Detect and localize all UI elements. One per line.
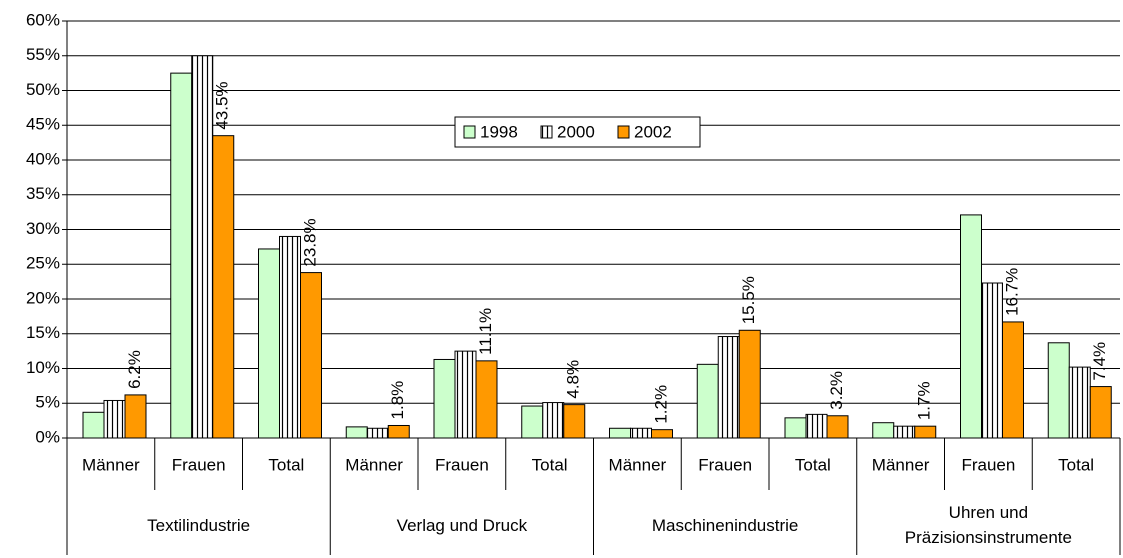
bar <box>696 363 719 439</box>
bar <box>651 429 673 439</box>
bar <box>345 426 368 439</box>
data-label: 6.2% <box>125 350 144 389</box>
legend-label: 2002 <box>634 122 672 141</box>
data-label: 7.4% <box>1090 342 1109 381</box>
bar <box>366 427 389 439</box>
bar <box>826 415 849 439</box>
data-label: 1.2% <box>651 385 670 424</box>
x-tick-label: Total <box>1058 455 1094 474</box>
x-tick-label: Total <box>532 455 568 474</box>
bar <box>1002 321 1024 439</box>
bar <box>1089 386 1112 439</box>
data-label: 15.5% <box>739 276 758 324</box>
y-tick-label: 30% <box>26 219 60 238</box>
bar <box>893 425 916 439</box>
data-label: 11.1% <box>476 308 495 355</box>
bar <box>1068 366 1091 439</box>
bar <box>630 427 652 439</box>
y-tick-label: 60% <box>26 10 60 29</box>
bar <box>609 427 631 439</box>
legend-swatch <box>540 125 553 139</box>
x-tick-label: Frauen <box>435 455 489 474</box>
bar <box>433 358 456 439</box>
data-label: 1.7% <box>915 381 934 420</box>
bar <box>124 394 147 439</box>
group-label: Textilindustrie <box>147 515 251 535</box>
bar <box>454 350 477 439</box>
bar <box>784 417 807 439</box>
y-tick-label: 10% <box>26 358 60 377</box>
x-tick-label: Männer <box>609 455 667 474</box>
bar <box>475 360 498 439</box>
group-label: Verlag und Druck <box>396 515 528 535</box>
group-label: Uhren und Präzisionsinstrumente <box>904 503 1072 547</box>
bar <box>738 329 761 439</box>
x-tick-label: Frauen <box>698 455 752 474</box>
bar <box>542 402 565 439</box>
bar <box>258 248 280 439</box>
y-tick-label: 40% <box>26 149 60 168</box>
x-tick-label: Männer <box>82 455 140 474</box>
bar <box>103 399 126 439</box>
y-tick-label: 25% <box>26 254 60 273</box>
data-label: 1.8% <box>388 381 407 420</box>
x-tick-label: Total <box>795 455 831 474</box>
bar <box>914 425 937 439</box>
y-tick-label: 45% <box>26 115 60 134</box>
legend-swatch <box>617 125 630 139</box>
bar <box>960 214 982 439</box>
legend-swatch <box>463 125 476 139</box>
data-label: 43.5% <box>213 81 232 129</box>
bar <box>981 282 1003 439</box>
bar <box>170 72 193 439</box>
legend-label: 2000 <box>557 122 595 141</box>
legend-label: 1998 <box>480 122 518 141</box>
x-tick-label: Männer <box>345 455 403 474</box>
bar <box>521 405 544 439</box>
data-label: 4.8% <box>564 360 583 399</box>
y-tick-label: 5% <box>35 393 60 412</box>
bar <box>212 135 235 439</box>
y-tick-label: 15% <box>26 323 60 342</box>
group-label: Maschinenindustrie <box>651 515 799 535</box>
bar <box>191 55 214 439</box>
data-label: 3.2% <box>827 371 846 410</box>
bar <box>300 272 322 439</box>
bar <box>805 413 828 439</box>
y-tick-label: 50% <box>26 80 60 99</box>
x-tick-label: Frauen <box>172 455 226 474</box>
x-tick-label: Frauen <box>961 455 1015 474</box>
y-tick-label: 55% <box>26 45 60 64</box>
bar <box>82 411 105 439</box>
legend-box <box>454 116 701 148</box>
x-tick-label: Männer <box>872 455 930 474</box>
bar <box>1047 342 1070 439</box>
data-label: 23.8% <box>300 218 319 266</box>
data-label: 16.7% <box>1002 268 1021 316</box>
y-tick-label: 35% <box>26 184 60 203</box>
bar <box>717 336 740 439</box>
x-tick-label: Total <box>268 455 304 474</box>
y-tick-label: 0% <box>35 427 60 446</box>
bar <box>279 235 301 439</box>
bar <box>872 422 895 439</box>
bar <box>563 404 586 439</box>
y-tick-label: 20% <box>26 288 60 307</box>
bar <box>387 424 410 439</box>
